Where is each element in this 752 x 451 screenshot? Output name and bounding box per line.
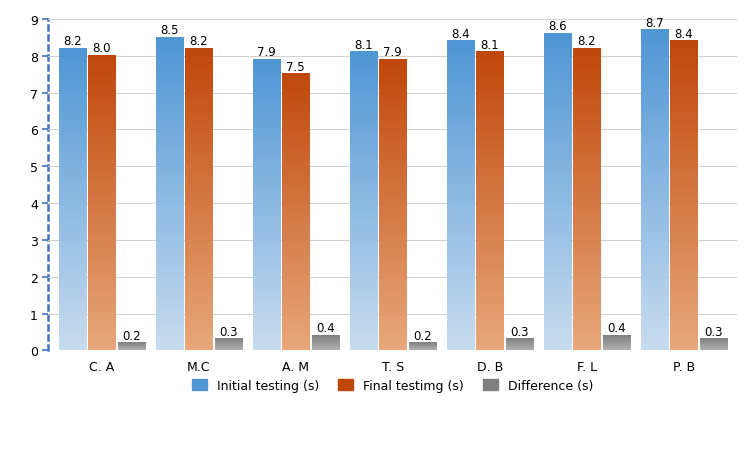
Text: 7.5: 7.5 — [287, 60, 305, 74]
Text: 8.6: 8.6 — [547, 20, 566, 33]
Text: 0.3: 0.3 — [704, 325, 723, 338]
Text: 8.1: 8.1 — [481, 39, 499, 51]
Text: 0.2: 0.2 — [122, 329, 141, 342]
Text: 8.4: 8.4 — [675, 28, 693, 41]
Text: 8.2: 8.2 — [190, 35, 208, 48]
Text: 0.2: 0.2 — [413, 329, 432, 342]
Text: 0.4: 0.4 — [316, 322, 335, 335]
Text: 7.9: 7.9 — [256, 46, 275, 59]
Text: 8.2: 8.2 — [63, 35, 81, 48]
Text: 8.5: 8.5 — [160, 24, 178, 37]
Text: 8.0: 8.0 — [92, 42, 111, 55]
Text: 8.7: 8.7 — [644, 17, 663, 29]
Text: 8.4: 8.4 — [450, 28, 469, 41]
Text: 0.3: 0.3 — [219, 325, 238, 338]
Text: 7.9: 7.9 — [384, 46, 402, 59]
Legend: Initial testing (s), Final testimg (s), Difference (s): Initial testing (s), Final testimg (s), … — [187, 374, 598, 397]
Text: 0.4: 0.4 — [607, 322, 626, 335]
Text: 8.2: 8.2 — [578, 35, 596, 48]
Text: 0.3: 0.3 — [510, 325, 529, 338]
Text: 8.1: 8.1 — [354, 39, 372, 51]
